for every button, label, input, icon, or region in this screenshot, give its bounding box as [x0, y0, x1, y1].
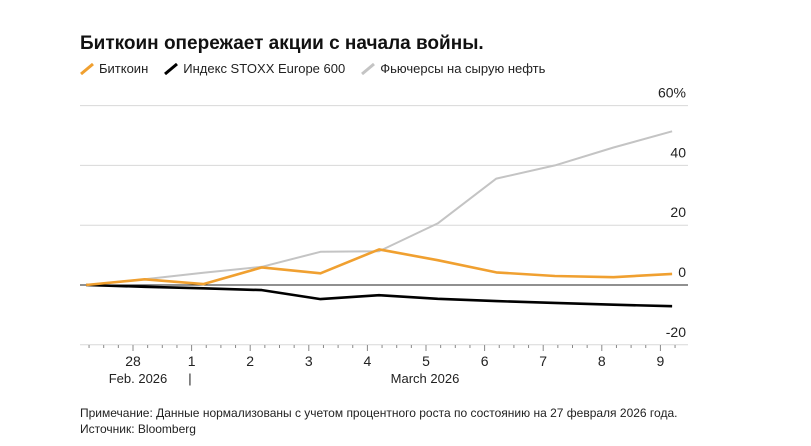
x-tick-label: 5: [422, 353, 430, 369]
y-tick-label: 20: [670, 204, 686, 220]
x-tick-label: 2: [246, 353, 254, 369]
x-tick-label: 8: [598, 353, 606, 369]
x-tick-label: 6: [481, 353, 489, 369]
series-line-2: [86, 130, 673, 286]
y-tick-label: 40: [670, 144, 686, 160]
legend-swatch-icon: [164, 62, 179, 75]
y-tick-label: 0: [678, 264, 686, 280]
x-tick-label: 7: [539, 353, 547, 369]
y-tick-label: -20: [666, 324, 686, 340]
legend-label: Фьючерсы на сырую нефть: [380, 61, 546, 76]
series-line-0: [85, 248, 673, 287]
footnote: Примечание: Данные нормализованы с учето…: [80, 406, 678, 420]
legend: Биткоин Индекс STOXX Europe 600 Фьючерсы…: [80, 61, 545, 76]
x-tick-label: 28: [125, 353, 141, 369]
x-tick-label: 3: [305, 353, 313, 369]
legend-swatch-icon: [80, 62, 94, 75]
legend-label: Биткоин: [99, 61, 149, 76]
legend-item-oil: Фьючерсы на сырую нефть: [361, 61, 545, 76]
x-month-label: |: [188, 371, 191, 386]
series-line-1: [86, 283, 673, 308]
source: Источник: Bloomberg: [80, 422, 196, 436]
x-tick-label: 1: [188, 353, 196, 369]
y-tick-label: 60%: [658, 85, 686, 101]
x-tick-label: 9: [657, 353, 665, 369]
legend-swatch-icon: [361, 62, 376, 75]
legend-item-bitcoin: Биткоин: [80, 61, 148, 76]
footer: Примечание: Данные нормализованы с учето…: [80, 405, 677, 437]
chart-title: Биткоин опережает акции с начала войны.: [80, 33, 484, 54]
x-month-label: Feb. 2026: [109, 371, 168, 386]
x-month-label: March 2026: [391, 371, 460, 386]
legend-item-stoxx: Индекс STOXX Europe 600: [164, 61, 345, 76]
x-tick-label: 4: [364, 353, 372, 369]
legend-label: Индекс STOXX Europe 600: [183, 61, 346, 76]
